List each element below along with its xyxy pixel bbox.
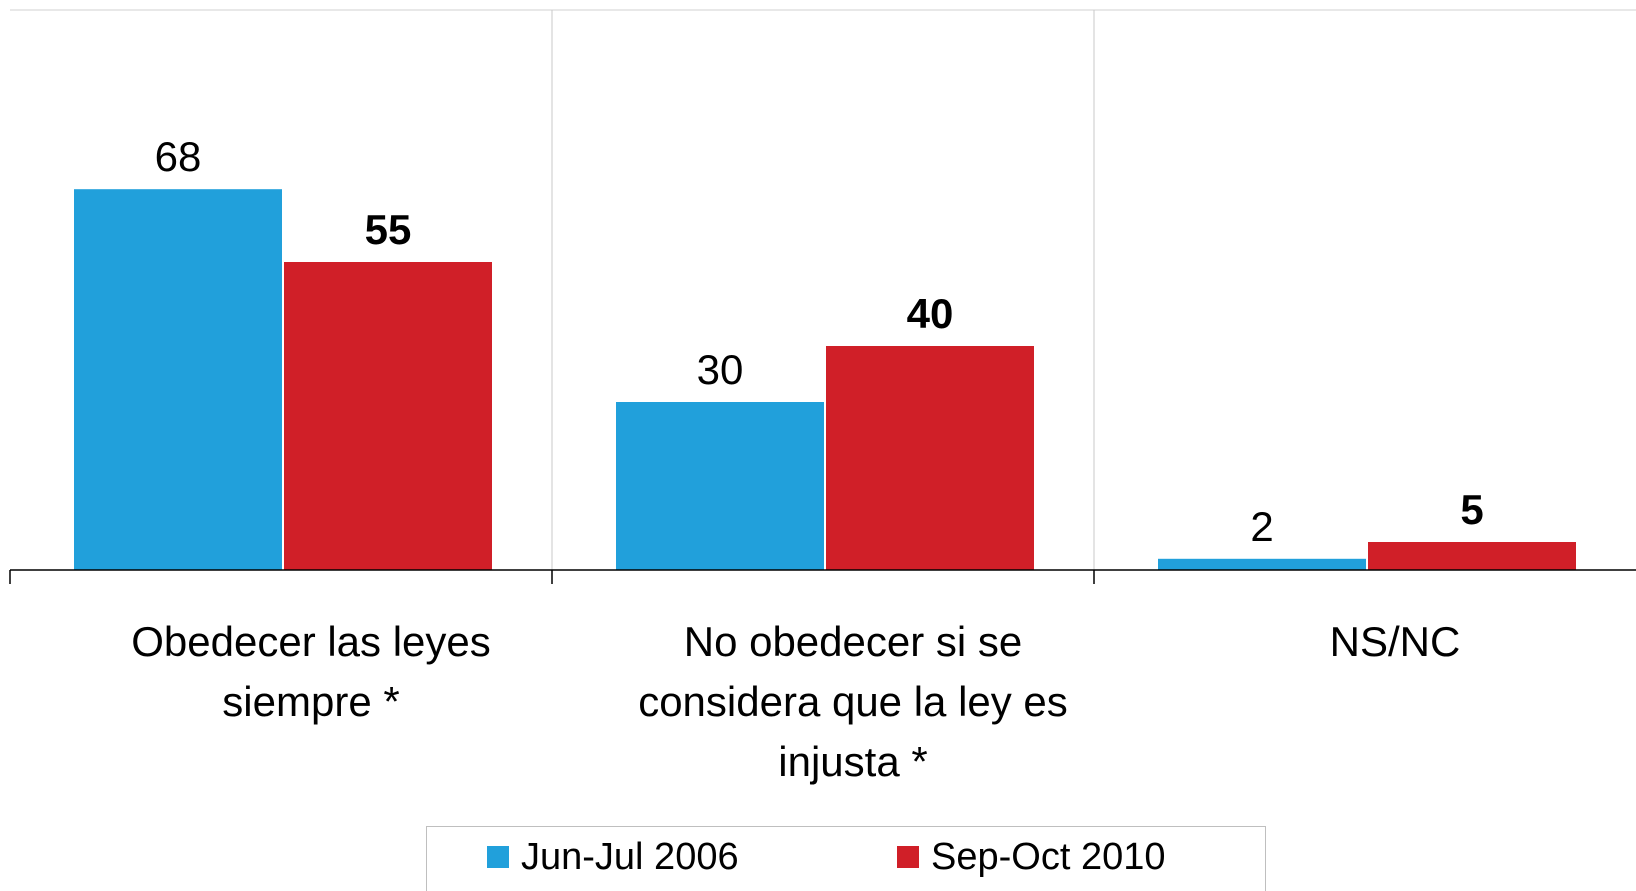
x-tick-label: NS/NC: [1329, 618, 1461, 665]
value-label: 2: [1250, 503, 1273, 550]
value-label: 68: [155, 133, 202, 180]
legend-label: Sep-Oct 2010: [931, 836, 1166, 878]
bar: [284, 262, 492, 570]
legend: Jun-Jul 2006 Sep-Oct 2010: [426, 826, 1266, 891]
value-label: 40: [907, 290, 954, 337]
x-tick-label: No obedecer si se considera que la ley e…: [638, 618, 1068, 785]
x-tick-label: Obedecer las leyes siempre *: [131, 618, 491, 725]
legend-item: Jun-Jul 2006: [487, 835, 739, 879]
value-label: 55: [365, 206, 412, 253]
bar: [1368, 542, 1576, 570]
value-label: 30: [697, 346, 744, 393]
bar: [74, 189, 282, 570]
legend-swatch: [487, 846, 509, 868]
legend-item: Sep-Oct 2010: [897, 835, 1165, 879]
bar: [826, 346, 1034, 570]
legend-swatch: [897, 846, 919, 868]
bar: [616, 402, 824, 570]
legend-label: Jun-Jul 2006: [521, 836, 739, 878]
bar: [1158, 558, 1366, 570]
value-label: 5: [1460, 486, 1483, 533]
